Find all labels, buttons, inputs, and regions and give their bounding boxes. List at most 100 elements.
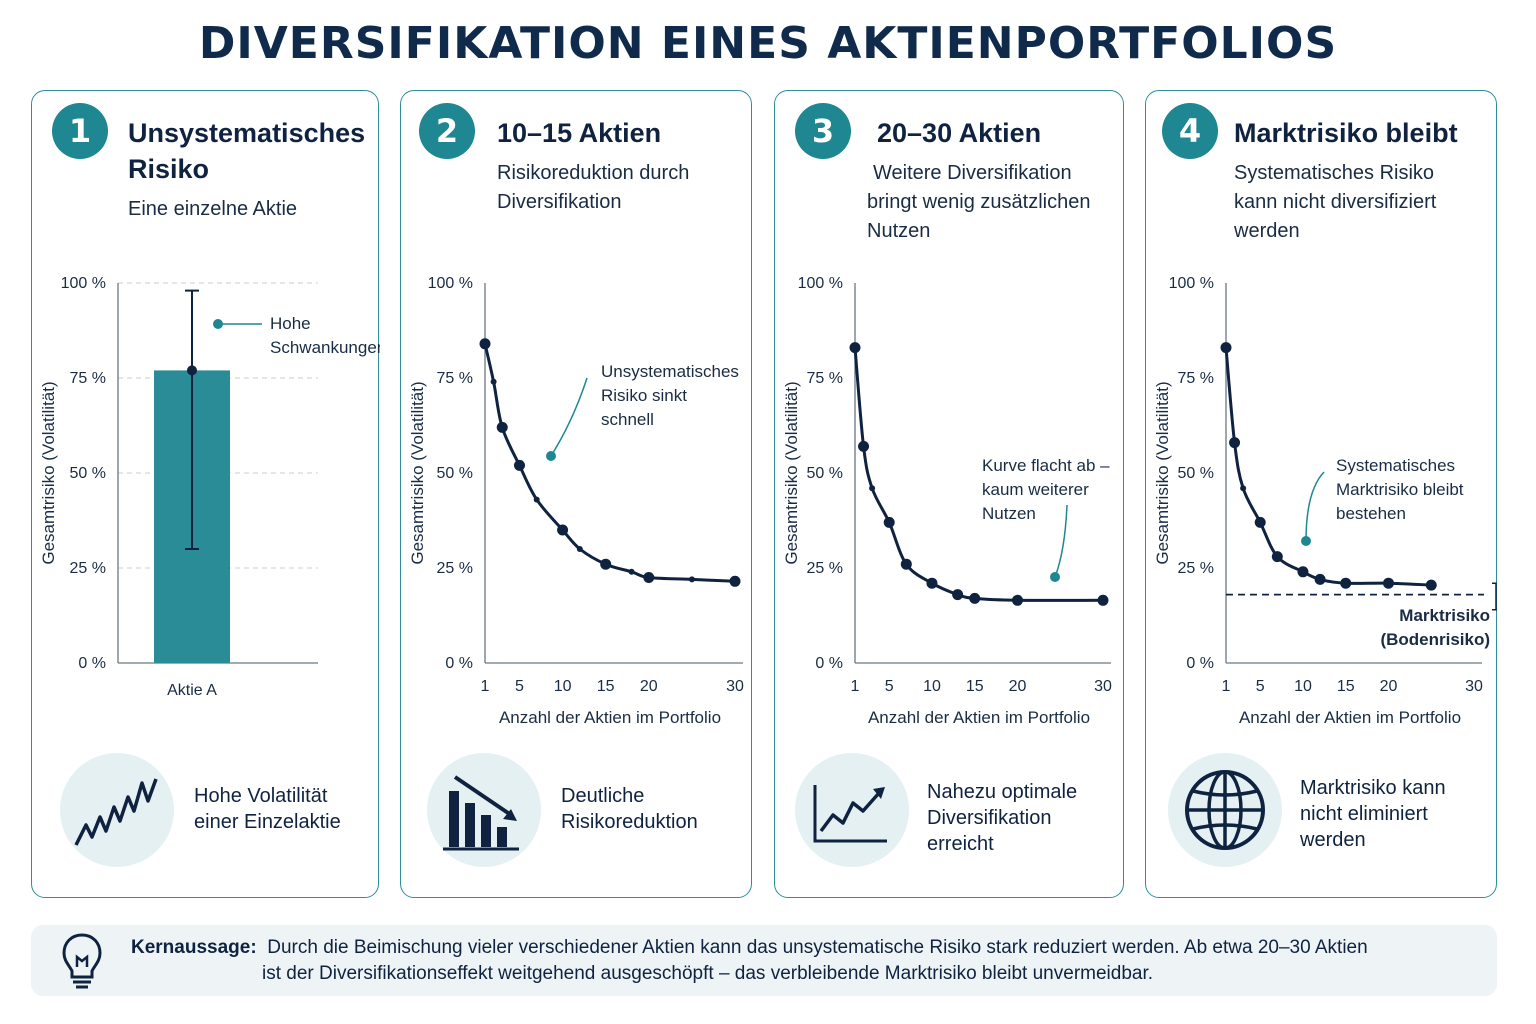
data-point xyxy=(1240,485,1247,492)
panel-heading: Marktrisiko bleibt xyxy=(1234,118,1458,148)
x-tick-label: 15 xyxy=(966,678,984,695)
y-tick-label: 50 % xyxy=(70,465,106,482)
annotation-text: Risiko sinkt xyxy=(601,386,687,405)
panel-2: 2 10–15 Aktien Risikoreduktion durch Div… xyxy=(400,90,752,898)
x-tick-label: 30 xyxy=(1465,678,1483,695)
y-tick-label: 75 % xyxy=(1178,370,1214,387)
lightbulb-icon xyxy=(62,933,102,989)
data-point xyxy=(513,459,525,471)
x-tick-label: 5 xyxy=(885,678,894,695)
data-point xyxy=(600,558,612,570)
x-tick-label: 10 xyxy=(923,678,941,695)
data-point xyxy=(729,575,741,587)
data-point xyxy=(688,576,695,583)
footer-icon-circle xyxy=(795,753,909,867)
x-tick-label: 20 xyxy=(1009,678,1027,695)
x-axis-label: Anzahl der Aktien im Portfolio xyxy=(868,708,1090,727)
x-axis-label: Anzahl der Aktien im Portfolio xyxy=(499,708,721,727)
panel-footer-text: Deutliche Risikoreduktion xyxy=(561,785,698,833)
y-tick-label: 25 % xyxy=(807,560,843,577)
baseline-label: (Bodenrisiko) xyxy=(1380,630,1490,649)
panel-1: 1 Unsystematisches Risiko Eine einzelne … xyxy=(31,90,380,898)
annotation-text: bestehen xyxy=(1336,504,1406,523)
data-point xyxy=(479,338,491,350)
panel-subtitle: Systematisches Risiko kann nicht diversi… xyxy=(1234,162,1437,242)
y-tick-label: 0 % xyxy=(815,655,843,672)
x-tick-label: 30 xyxy=(726,678,744,695)
data-point xyxy=(858,440,870,452)
panel-number-badge: 3 xyxy=(795,103,851,159)
data-point xyxy=(643,572,655,583)
x-tick-label: 1 xyxy=(851,678,860,695)
data-point xyxy=(1314,573,1326,585)
annotation-text: schnell xyxy=(601,410,654,429)
data-point xyxy=(900,558,912,570)
key-message-box: Kernaussage: Durch die Beimischung viele… xyxy=(31,925,1497,996)
x-tick-label: 15 xyxy=(597,678,615,695)
x-tick-label: 20 xyxy=(640,678,658,695)
y-axis-label: Gesamtrisiko (Volatilität) xyxy=(782,381,801,564)
key-message-label: Kernaussage: xyxy=(131,937,257,958)
chart-1: 0 % 25 % 50 % 75 % 100 % Gesamtrisiko (Volati… xyxy=(39,275,380,699)
panel-footer-text: Hohe Volatilität einer Einzelaktie xyxy=(194,785,341,833)
chart-2: 0 % 25 % 50 % 75 % 100 % Gesamtrisiko (Volati… xyxy=(408,275,744,727)
x-axis-label: Anzahl der Aktien im Portfolio xyxy=(1239,708,1461,727)
y-tick-label: 100 % xyxy=(428,275,473,292)
data-point xyxy=(1425,579,1437,591)
y-tick-label: 0 % xyxy=(78,655,106,672)
panel-number-badge: 4 xyxy=(1162,103,1218,159)
y-tick-label: 50 % xyxy=(807,465,843,482)
panel-heading: 10–15 Aktien xyxy=(497,118,662,148)
y-tick-label: 25 % xyxy=(437,560,473,577)
annotation-text: Schwankungen xyxy=(270,338,380,357)
data-point xyxy=(490,378,497,385)
panel-footer-text: Marktrisiko kann nicht eliminiert werden xyxy=(1300,777,1446,851)
data-point xyxy=(1220,342,1232,354)
data-point xyxy=(628,568,635,575)
x-tick-label: 30 xyxy=(1094,678,1112,695)
x-tick-label: 20 xyxy=(1380,678,1398,695)
panel-3: 3 20–30 Aktien Weitere Diversifikation b… xyxy=(774,90,1124,898)
y-axis-label: Gesamtrisiko (Volatilität) xyxy=(39,381,58,564)
panel-subtitle: Eine einzelne Aktie xyxy=(128,198,298,220)
y-axis-label: Gesamtrisiko (Volatilität) xyxy=(1153,381,1172,564)
y-tick-label: 50 % xyxy=(1178,465,1214,482)
data-point xyxy=(496,421,508,433)
data-point xyxy=(883,516,895,528)
annotation-text: Unsystematisches xyxy=(601,362,739,381)
y-tick-label: 0 % xyxy=(445,655,473,672)
data-point xyxy=(1340,577,1352,589)
annotation-text: kaum weiterer xyxy=(982,480,1089,499)
risk-curve xyxy=(853,347,1104,602)
panel-subtitle: Risikoreduktion durch Diversifikation xyxy=(497,162,690,213)
y-tick-label: 100 % xyxy=(61,275,106,292)
y-tick-label: 100 % xyxy=(798,275,843,292)
y-tick-label: 75 % xyxy=(70,370,106,387)
panel-heading: 20–30 Aktien xyxy=(877,118,1042,148)
x-tick-label: 10 xyxy=(1294,678,1312,695)
data-point xyxy=(1297,566,1309,578)
x-tick-label: 1 xyxy=(481,678,490,695)
x-tick-label: 5 xyxy=(515,678,524,695)
data-point xyxy=(869,485,876,492)
annotation-leader xyxy=(1054,504,1068,578)
x-tick-label: 10 xyxy=(554,678,572,695)
data-point xyxy=(1382,577,1394,589)
annotation-leader xyxy=(550,377,588,457)
chart-4: 0 % 25 % 50 % 75 % 100 % Gesamtrisiko (Volati… xyxy=(1153,275,1497,727)
data-point xyxy=(952,589,964,601)
footer-icon-circle xyxy=(60,753,174,867)
key-message-text: Kernaussage: Durch die Beimischung viele… xyxy=(131,937,1368,984)
data-point xyxy=(1097,594,1109,606)
data-point xyxy=(533,496,540,503)
x-tick-label: 15 xyxy=(1337,678,1355,695)
annotation-text: Hohe xyxy=(270,314,311,333)
y-axis-label: Gesamtrisiko (Volatilität) xyxy=(408,381,427,564)
annotation-text: Marktrisiko bleibt xyxy=(1336,480,1464,499)
baseline-bracket xyxy=(1492,582,1497,611)
panel-4: 4 Marktrisiko bleibt Systematisches Risi… xyxy=(1145,90,1497,898)
data-point xyxy=(1254,516,1266,528)
y-tick-label: 75 % xyxy=(807,370,843,387)
footer-icon-circle xyxy=(1168,753,1282,867)
risk-curve xyxy=(1224,347,1432,587)
